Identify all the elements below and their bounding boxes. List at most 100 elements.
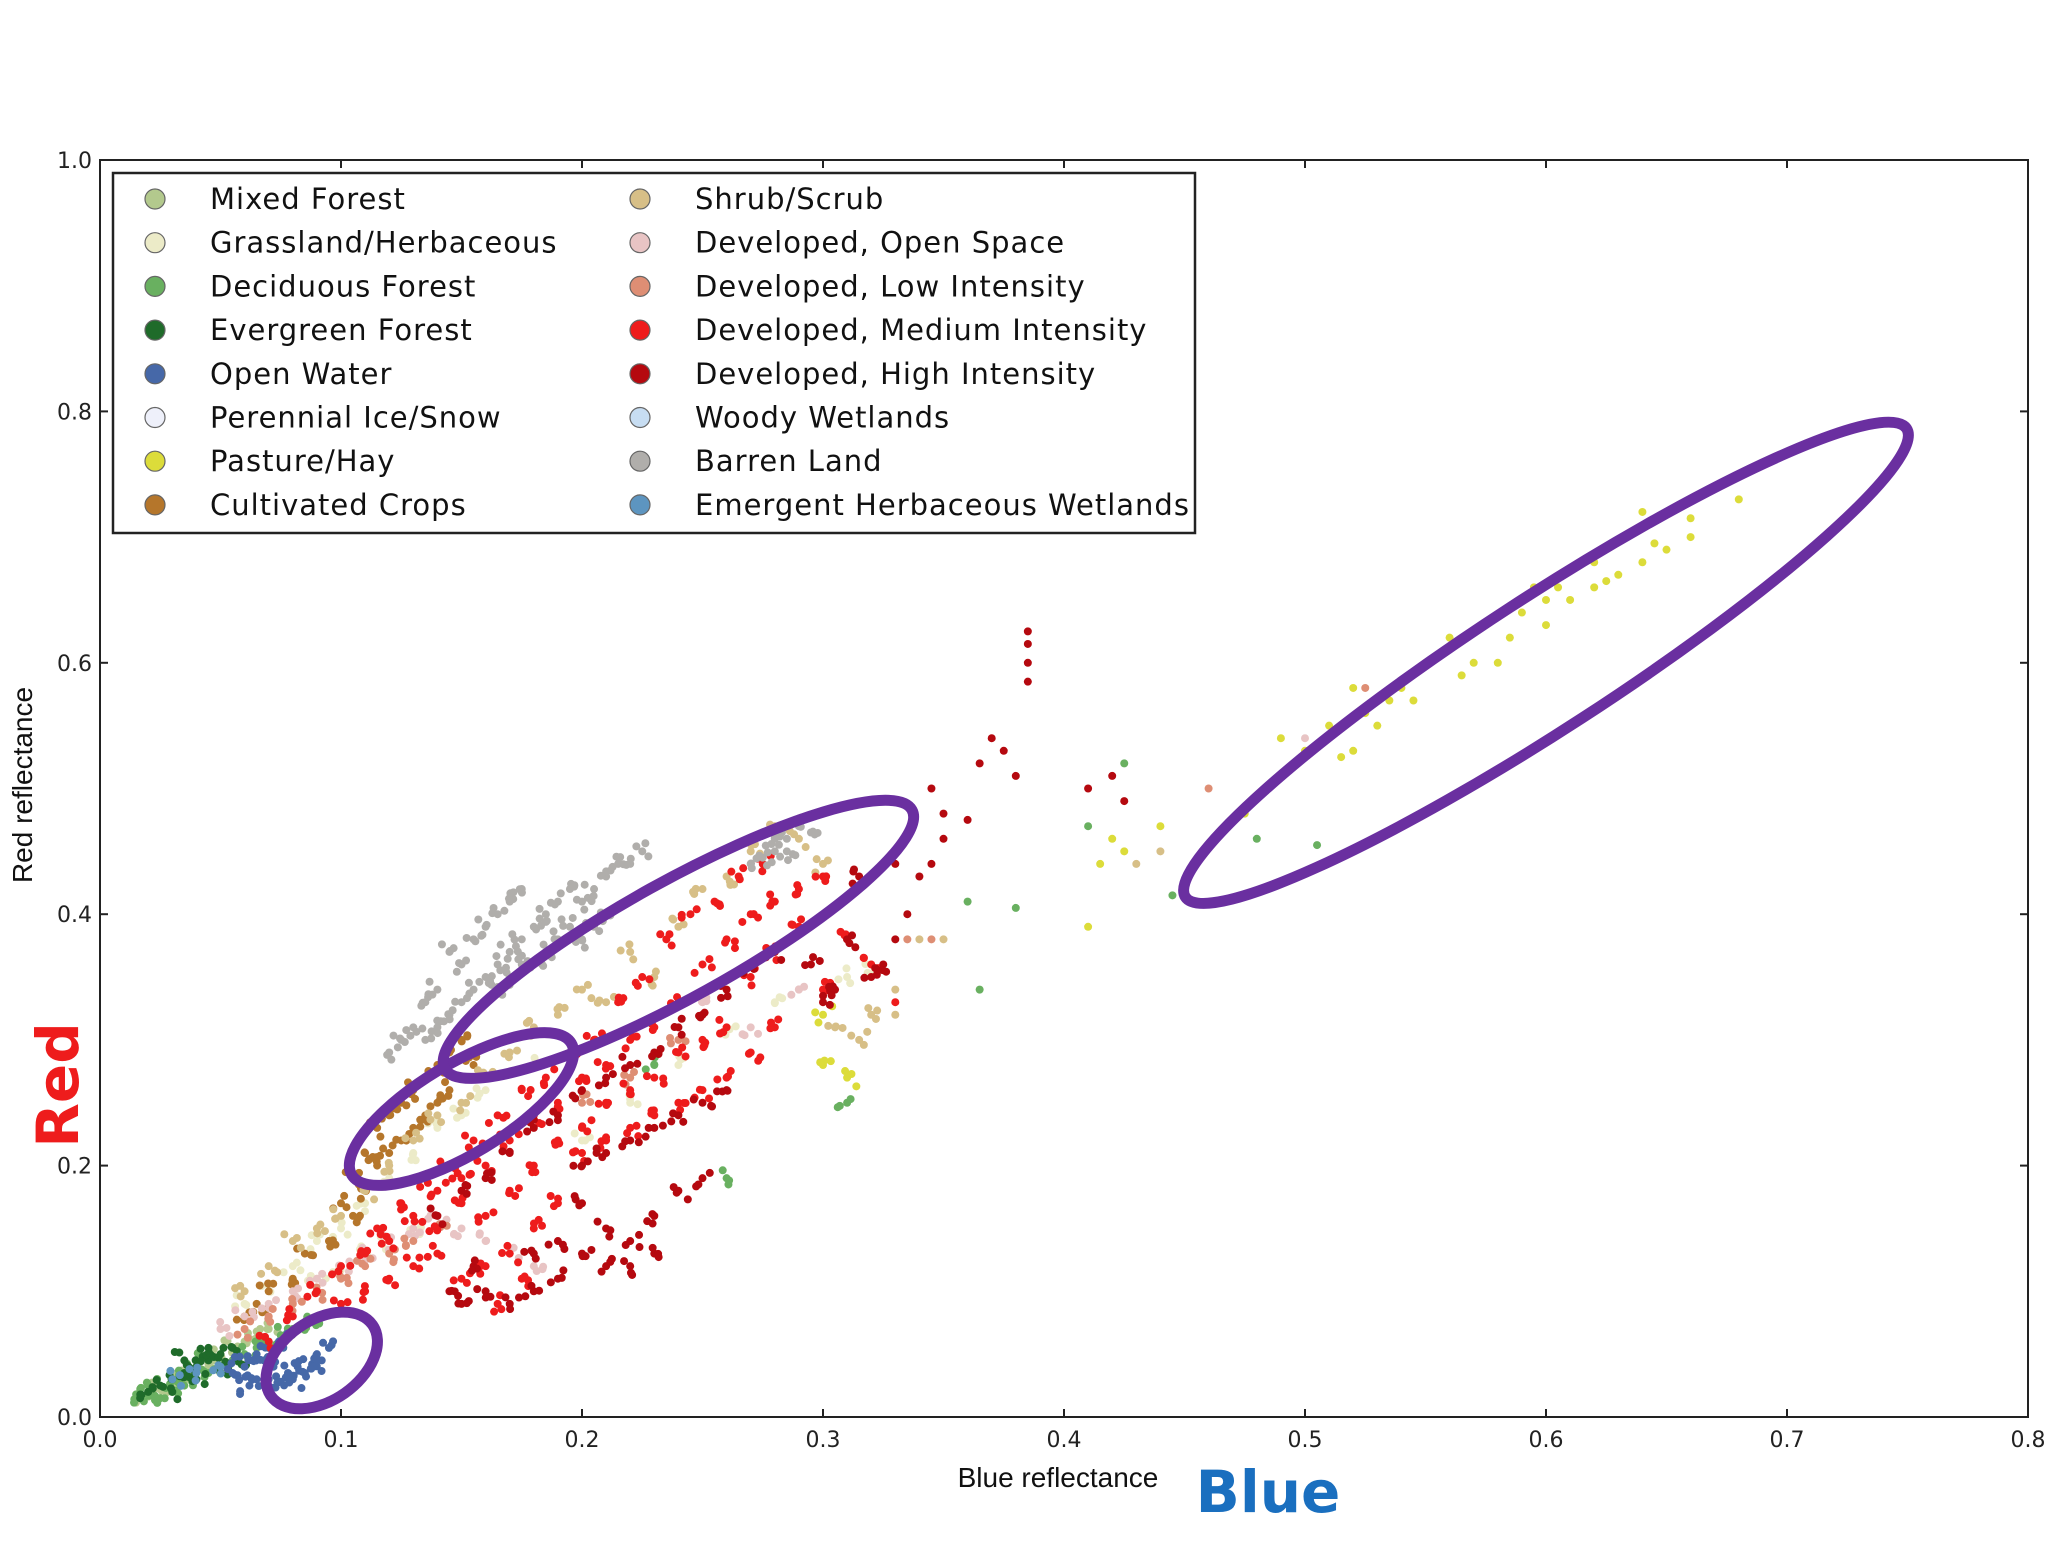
data-point (153, 1398, 162, 1407)
data-point (373, 1224, 382, 1233)
data-point (340, 1191, 349, 1200)
data-point (698, 997, 707, 1006)
data-point (166, 1366, 175, 1375)
data-point (927, 859, 936, 868)
data-point (1337, 753, 1346, 762)
data-point (486, 1292, 495, 1301)
data-point (514, 1258, 523, 1267)
data-point (377, 1239, 386, 1248)
data-point (605, 1232, 614, 1241)
data-point (409, 1224, 418, 1233)
data-point (427, 1027, 436, 1036)
data-point (329, 1205, 338, 1214)
data-point (461, 1181, 470, 1190)
data-point (713, 1075, 722, 1084)
data-point (718, 1166, 727, 1175)
data-point (360, 1148, 369, 1157)
data-point (939, 809, 948, 818)
data-point (385, 1149, 394, 1158)
data-point (148, 1383, 157, 1392)
data-point (331, 1214, 340, 1223)
data-point (572, 985, 581, 994)
red-annotation: Red (24, 1022, 92, 1148)
data-point (598, 1153, 607, 1162)
data-point (621, 1241, 630, 1250)
data-point (554, 1194, 563, 1203)
data-point (463, 1032, 472, 1041)
data-point (462, 1299, 471, 1308)
data-point (312, 1274, 321, 1283)
data-point (292, 1233, 301, 1242)
data-point (474, 915, 483, 924)
data-point (505, 1249, 514, 1258)
data-point (242, 1300, 251, 1309)
ticks-layer: 0.0 0.1 0.2 0.3 0.4 0.5 0.6 0.7 0.8 0.0 0.2 0.4 0.6 0… (57, 149, 2046, 1453)
data-point (328, 1236, 337, 1245)
data-point (342, 1203, 351, 1212)
data-point (425, 1227, 434, 1236)
data-point (300, 1249, 309, 1258)
data-point (754, 913, 763, 922)
data-point (999, 746, 1008, 755)
data-point (392, 1135, 401, 1144)
data-point (590, 885, 599, 894)
data-point (225, 1331, 234, 1340)
data-point (719, 1028, 728, 1037)
data-point (482, 1236, 491, 1245)
data-point (560, 1003, 569, 1012)
data-point (449, 944, 458, 953)
data-point (819, 1010, 827, 1019)
data-point (216, 1325, 225, 1334)
data-point (602, 867, 611, 876)
data-point (236, 1292, 245, 1301)
data-point (465, 1170, 474, 1179)
data-point (425, 977, 434, 986)
legend-marker (144, 275, 166, 297)
data-point (255, 1281, 264, 1290)
data-point (151, 1391, 160, 1400)
data-point (620, 1257, 629, 1266)
data-point (433, 985, 442, 994)
data-point (1023, 627, 1032, 636)
data-point (433, 1023, 442, 1032)
data-point (222, 1323, 231, 1332)
data-point (656, 930, 665, 939)
data-point (418, 1217, 427, 1226)
data-point (441, 1178, 450, 1187)
data-point (731, 1022, 740, 1031)
legend-marker (144, 188, 166, 210)
data-point (568, 913, 577, 922)
data-point (356, 1194, 365, 1203)
data-point (587, 1245, 596, 1254)
legend-item: Developed, Low Intensity (629, 269, 1085, 303)
data-point (846, 1095, 855, 1104)
data-point (565, 922, 574, 931)
x-axis-title: Blue reflectance (958, 1462, 1159, 1493)
data-point (871, 1014, 880, 1023)
data-point (160, 1394, 169, 1403)
data-point (580, 943, 589, 952)
data-point (665, 930, 674, 939)
data-point (487, 1175, 496, 1184)
data-point (770, 999, 779, 1008)
data-point (815, 956, 824, 965)
data-point (625, 940, 634, 949)
legend-marker (629, 319, 651, 341)
series-barren-land (383, 813, 822, 1064)
data-point (346, 1261, 355, 1270)
data-point (558, 1240, 567, 1249)
data-point (812, 855, 821, 864)
legend-marker (144, 406, 166, 429)
data-point (455, 959, 464, 968)
data-point (175, 1348, 184, 1357)
data-point (282, 1316, 291, 1325)
data-point (686, 910, 695, 919)
legend-label: Open Water (210, 357, 392, 391)
points-layer (130, 495, 1743, 1407)
legend-item: Barren Land (629, 444, 882, 478)
data-point (427, 1190, 436, 1199)
data-point (738, 917, 747, 926)
data-point (256, 1324, 265, 1333)
data-point (577, 1162, 586, 1171)
